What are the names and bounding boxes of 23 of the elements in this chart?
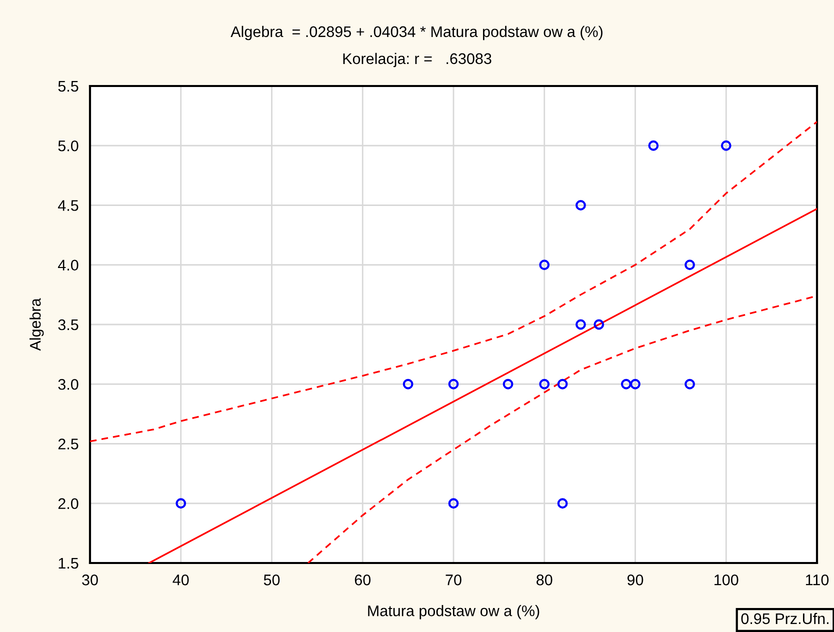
y-tick-label: 5.0: [58, 140, 78, 152]
x-tick-label: 100: [714, 574, 738, 586]
x-tick-label: 70: [446, 574, 462, 586]
y-tick-label: 4.0: [58, 260, 78, 271]
x-tick-label: 80: [536, 574, 552, 586]
y-tick-label: 4.5: [58, 200, 78, 211]
chart-title: Algebra = .02895 + .04034 * Matura podstaw ow a (%): [230, 26, 602, 40]
y-tick-label: 1.5: [58, 558, 78, 569]
chart-subtitle: Korelacja: r = .63083: [343, 52, 492, 68]
y-tick-label: 2.0: [58, 498, 78, 510]
x-axis-title: Matura podstaw ow a (%): [368, 605, 540, 620]
x-tick-label: 50: [264, 574, 280, 586]
y-tick-label: 2.5: [58, 438, 78, 450]
text: 0.95 Prz.Ufn.: [741, 612, 828, 624]
x-tick-label: 110: [806, 574, 829, 586]
y-axis-title: Algebra: [30, 298, 44, 351]
x-tick-label: 60: [354, 574, 371, 586]
x-tick-label: 40: [172, 574, 189, 586]
x-tick-label: 30: [82, 574, 98, 586]
x-tick-label: 90: [627, 574, 644, 586]
y-tick-label: 3.0: [58, 378, 78, 390]
y-tick-label: 3.5: [58, 319, 78, 330]
y-tick-label: 5.5: [58, 81, 78, 92]
